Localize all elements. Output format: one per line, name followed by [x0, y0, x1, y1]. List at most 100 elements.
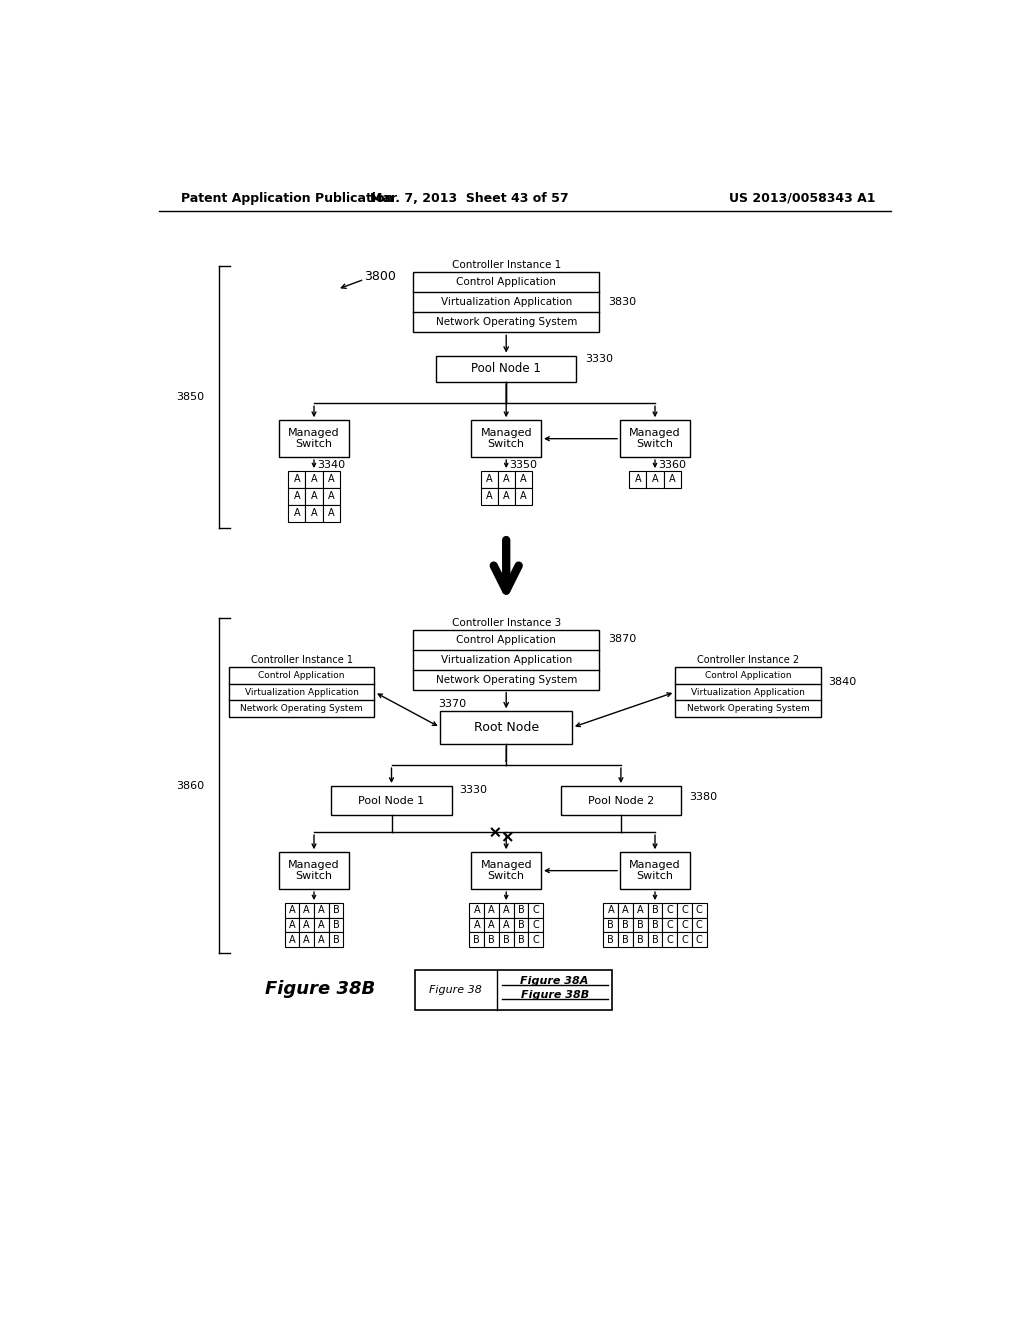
Bar — [692, 932, 707, 946]
Text: US 2013/0058343 A1: US 2013/0058343 A1 — [729, 191, 876, 205]
Text: B: B — [473, 935, 480, 945]
Text: A: A — [289, 935, 295, 945]
Text: Virtualization Application: Virtualization Application — [691, 688, 805, 697]
Bar — [285, 903, 299, 917]
Text: 3340: 3340 — [317, 459, 345, 470]
Text: Managed: Managed — [629, 428, 681, 438]
Bar — [618, 917, 633, 932]
Text: Managed: Managed — [288, 861, 340, 870]
Text: Switch: Switch — [637, 871, 674, 882]
Text: Figure 38B: Figure 38B — [520, 990, 589, 999]
Text: A: A — [623, 906, 629, 915]
Bar — [515, 471, 531, 488]
Bar — [414, 272, 599, 333]
Text: Control Application: Control Application — [258, 671, 345, 680]
Text: 3860: 3860 — [176, 780, 204, 791]
Bar — [480, 471, 498, 488]
Text: B: B — [637, 935, 644, 945]
Text: A: A — [294, 491, 300, 502]
Text: Network Operating System: Network Operating System — [687, 705, 809, 713]
Bar — [663, 932, 677, 946]
Text: A: A — [473, 920, 480, 929]
Bar — [289, 488, 305, 506]
Text: A: A — [318, 920, 325, 929]
Bar — [469, 917, 484, 932]
Bar — [484, 917, 499, 932]
Text: C: C — [532, 935, 539, 945]
Bar — [621, 853, 690, 890]
Text: A: A — [488, 920, 495, 929]
Bar — [621, 420, 690, 457]
Text: 3330: 3330 — [460, 785, 487, 795]
Text: C: C — [667, 935, 673, 945]
Text: Pool Node 2: Pool Node 2 — [588, 796, 654, 805]
Text: C: C — [681, 906, 688, 915]
Text: C: C — [681, 920, 688, 929]
Text: A: A — [318, 906, 325, 915]
Text: Mar. 7, 2013  Sheet 43 of 57: Mar. 7, 2013 Sheet 43 of 57 — [370, 191, 568, 205]
Text: Virtualization Application: Virtualization Application — [440, 655, 571, 665]
Bar — [228, 667, 375, 718]
Text: A: A — [310, 474, 317, 484]
Text: B: B — [623, 920, 629, 929]
Bar — [647, 932, 663, 946]
Text: A: A — [303, 935, 310, 945]
Bar — [329, 932, 343, 946]
Bar — [647, 917, 663, 932]
Text: A: A — [303, 906, 310, 915]
Bar — [484, 903, 499, 917]
Bar — [299, 903, 314, 917]
Bar — [663, 903, 677, 917]
Text: A: A — [503, 474, 510, 484]
Text: A: A — [485, 491, 493, 502]
Bar — [514, 903, 528, 917]
Text: A: A — [637, 906, 644, 915]
Bar — [305, 488, 323, 506]
Text: A: A — [328, 508, 335, 519]
Text: A: A — [310, 491, 317, 502]
Text: A: A — [651, 474, 658, 484]
Text: Managed: Managed — [629, 861, 681, 870]
Text: A: A — [635, 474, 641, 484]
Bar — [285, 932, 299, 946]
Text: B: B — [333, 906, 340, 915]
Text: Network Operating System: Network Operating System — [435, 675, 577, 685]
Text: Switch: Switch — [637, 440, 674, 449]
Text: Control Application: Control Application — [705, 671, 792, 680]
Text: A: A — [289, 920, 295, 929]
Bar — [305, 471, 323, 488]
Text: Controller Instance 3: Controller Instance 3 — [452, 618, 561, 628]
Text: Root Node: Root Node — [474, 721, 539, 734]
Text: Virtualization Application: Virtualization Application — [440, 297, 571, 308]
Text: 3870: 3870 — [608, 634, 637, 644]
Text: B: B — [503, 935, 510, 945]
Text: 3830: 3830 — [608, 297, 637, 308]
Bar — [618, 903, 633, 917]
Bar — [514, 932, 528, 946]
Bar — [280, 420, 349, 457]
Bar — [528, 932, 543, 946]
Text: Switch: Switch — [296, 871, 333, 882]
Bar — [633, 932, 647, 946]
Text: Managed: Managed — [480, 861, 532, 870]
Text: Network Operating System: Network Operating System — [435, 317, 577, 327]
Bar — [646, 471, 664, 488]
Text: A: A — [488, 906, 495, 915]
Text: A: A — [294, 474, 300, 484]
Text: A: A — [485, 474, 493, 484]
Bar — [647, 903, 663, 917]
Bar — [630, 471, 646, 488]
Text: A: A — [303, 920, 310, 929]
Bar — [323, 488, 340, 506]
Bar — [289, 506, 305, 521]
Bar — [314, 917, 329, 932]
Bar — [285, 917, 299, 932]
Bar — [677, 903, 692, 917]
Bar — [299, 932, 314, 946]
Bar — [440, 711, 572, 743]
Text: Network Operating System: Network Operating System — [241, 705, 362, 713]
Bar — [677, 932, 692, 946]
Text: Managed: Managed — [480, 428, 532, 438]
Bar — [618, 932, 633, 946]
Text: 3380: 3380 — [689, 792, 717, 803]
